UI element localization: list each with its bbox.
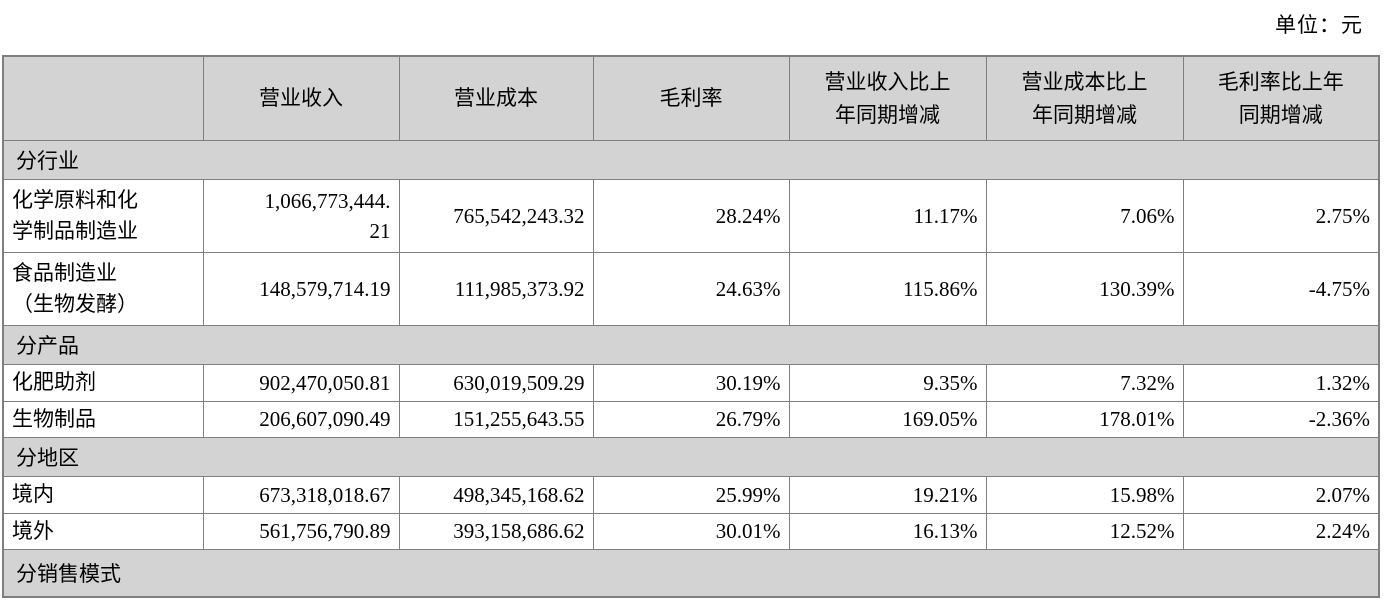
gross-margin-cell: 24.63% (592, 252, 790, 326)
cost-yoy-cell: 130.39% (985, 252, 1184, 326)
cost-cell: 151,255,643.55 (398, 400, 594, 438)
section-label: 分地区 (2, 437, 1380, 477)
section-label: 分行业 (2, 140, 1380, 180)
margin-yoy-cell: 2.24% (1182, 512, 1380, 550)
revenue-yoy-cell: 16.13% (788, 512, 987, 550)
cost-yoy-cell: 7.06% (985, 179, 1184, 253)
table-row-food-industry: 食品制造业 （生物发酵） 148,579,714.19 111,985,373.… (2, 252, 1380, 326)
row-label: 境外 (2, 512, 204, 550)
header-cell-cost-yoy: 营业成本比上 年同期增减 (985, 55, 1184, 141)
gross-margin-cell: 28.24% (592, 179, 790, 253)
header-cell-cost: 营业成本 (398, 55, 594, 141)
section-label: 分销售模式 (2, 549, 1380, 598)
margin-yoy-cell: -2.36% (1182, 400, 1380, 438)
row-label: 化肥助剂 (2, 364, 204, 402)
revenue-cell: 148,579,714.19 (202, 252, 400, 326)
cost-cell: 630,019,509.29 (398, 364, 594, 402)
row-label: 境内 (2, 476, 204, 514)
cost-cell: 498,345,168.62 (398, 476, 594, 514)
header-cell-gross-margin: 毛利率 (592, 55, 790, 141)
gross-margin-cell: 25.99% (592, 476, 790, 514)
cost-yoy-cell: 178.01% (985, 400, 1184, 438)
margin-yoy-cell: 2.07% (1182, 476, 1380, 514)
gross-margin-cell: 26.79% (592, 400, 790, 438)
table-row-fertilizer-additives: 化肥助剂 902,470,050.81 630,019,509.29 30.19… (2, 364, 1380, 402)
section-row-by-industry: 分行业 (2, 140, 1380, 180)
section-row-by-product: 分产品 (2, 325, 1380, 365)
header-cell-revenue-yoy: 营业收入比上 年同期增减 (788, 55, 987, 141)
revenue-cell: 206,607,090.49 (202, 400, 400, 438)
cost-yoy-cell: 7.32% (985, 364, 1184, 402)
row-label: 食品制造业 （生物发酵） (2, 252, 204, 326)
table-row-chemical-industry: 化学原料和化 学制品制造业 1,066,773,444. 21 765,542,… (2, 179, 1380, 253)
margin-yoy-cell: 2.75% (1182, 179, 1380, 253)
revenue-yoy-cell: 115.86% (788, 252, 987, 326)
cost-cell: 111,985,373.92 (398, 252, 594, 326)
header-cell-revenue: 营业收入 (202, 55, 400, 141)
cost-cell: 765,542,243.32 (398, 179, 594, 253)
revenue-cell: 1,066,773,444. 21 (202, 179, 400, 253)
cost-cell: 393,158,686.62 (398, 512, 594, 550)
cost-yoy-cell: 12.52% (985, 512, 1184, 550)
table-row-overseas: 境外 561,756,790.89 393,158,686.62 30.01% … (2, 512, 1380, 550)
gross-margin-cell: 30.01% (592, 512, 790, 550)
revenue-cell: 902,470,050.81 (202, 364, 400, 402)
row-label: 生物制品 (2, 400, 204, 438)
segment-revenue-table: 营业收入 营业成本 毛利率 营业收入比上 年同期增减 营业成本比上 年同期增减 … (2, 55, 1380, 598)
section-row-by-sales-model: 分销售模式 (2, 549, 1380, 598)
revenue-cell: 673,318,018.67 (202, 476, 400, 514)
table-row-biological-products: 生物制品 206,607,090.49 151,255,643.55 26.79… (2, 400, 1380, 438)
header-cell-blank (2, 55, 204, 141)
table-row-domestic: 境内 673,318,018.67 498,345,168.62 25.99% … (2, 476, 1380, 514)
table-header-row: 营业收入 营业成本 毛利率 营业收入比上 年同期增减 营业成本比上 年同期增减 … (2, 55, 1380, 141)
margin-yoy-cell: 1.32% (1182, 364, 1380, 402)
cost-yoy-cell: 15.98% (985, 476, 1184, 514)
revenue-cell: 561,756,790.89 (202, 512, 400, 550)
revenue-yoy-cell: 11.17% (788, 179, 987, 253)
header-cell-margin-yoy: 毛利率比上年 同期增减 (1182, 55, 1380, 141)
revenue-yoy-cell: 19.21% (788, 476, 987, 514)
gross-margin-cell: 30.19% (592, 364, 790, 402)
section-label: 分产品 (2, 325, 1380, 365)
revenue-yoy-cell: 169.05% (788, 400, 987, 438)
unit-label: 单位：元 (1275, 13, 1363, 37)
margin-yoy-cell: -4.75% (1182, 252, 1380, 326)
revenue-yoy-cell: 9.35% (788, 364, 987, 402)
row-label: 化学原料和化 学制品制造业 (2, 179, 204, 253)
section-row-by-region: 分地区 (2, 437, 1380, 477)
